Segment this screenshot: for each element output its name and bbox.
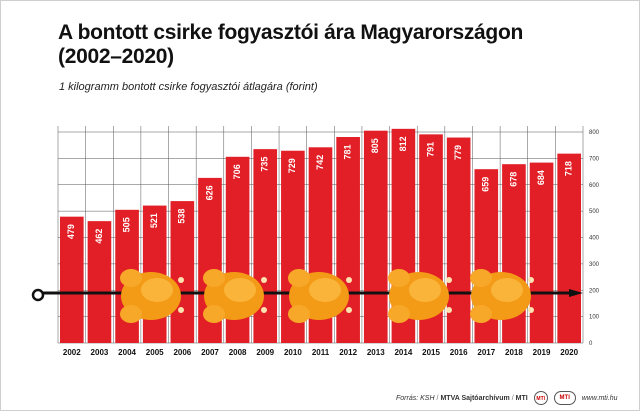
chart-subtitle: 1 kilogramm bontott csirke fogyasztói át…: [59, 81, 318, 93]
chicken-bone: [446, 307, 452, 313]
value-label: 479: [66, 224, 76, 239]
chicken-leg: [120, 305, 142, 323]
value-label: 521: [149, 213, 159, 228]
website-link[interactable]: www.mti.hu: [581, 394, 618, 402]
value-label: 626: [204, 185, 214, 200]
y-tick-label: 100: [589, 315, 600, 321]
value-label: 538: [177, 209, 187, 224]
x-tick-label: 2012: [339, 348, 357, 357]
bar: [60, 216, 84, 343]
x-tick-label: 2002: [63, 348, 81, 357]
x-tick-label: 2013: [367, 348, 385, 357]
chicken-leg: [470, 305, 492, 323]
value-label: 812: [398, 136, 408, 151]
chart-title-line1: A bontott csirke fogyasztói ára Magyaror…: [58, 21, 524, 44]
value-label: 791: [425, 142, 435, 157]
bar: [557, 153, 581, 343]
x-tick-label: 2015: [422, 348, 440, 357]
chicken-bone: [261, 277, 267, 283]
chicken-breast: [491, 278, 523, 302]
chicken-leg: [288, 305, 310, 323]
chicken-leg: [470, 269, 492, 287]
value-label: 742: [315, 155, 325, 170]
footer-separator: /: [436, 394, 439, 402]
footer-separator-2: /: [511, 394, 514, 402]
chicken-bone: [346, 307, 352, 313]
value-label: 805: [370, 138, 380, 153]
chicken-leg: [203, 269, 225, 287]
y-tick-label: 300: [589, 262, 600, 268]
value-label: 659: [481, 177, 491, 192]
chicken-breast: [409, 278, 441, 302]
source-footer: Forrás: KSH / MTVA Sajtóarchívum / MTI M…: [396, 390, 618, 406]
agency-name: MTI: [515, 394, 528, 402]
archive-name: MTVA Sajtóarchívum: [440, 394, 510, 402]
skewer-tip: [569, 289, 583, 297]
x-tick-label: 2007: [201, 348, 219, 357]
chicken-leg: [120, 269, 142, 287]
x-tick-label: 2003: [91, 348, 109, 357]
x-tick-label: 2009: [256, 348, 274, 357]
value-label: 505: [121, 217, 131, 232]
value-label: 781: [343, 144, 353, 159]
chicken-leg: [388, 305, 410, 323]
chicken-leg: [203, 305, 225, 323]
x-tick-label: 2019: [533, 348, 551, 357]
chicken-bone: [528, 307, 534, 313]
chart-title: A bontott csirke fogyasztói ára Magyaror…: [58, 21, 578, 69]
x-tick-label: 2016: [450, 348, 468, 357]
chicken-breast: [224, 278, 256, 302]
skewer-handle: [31, 288, 45, 302]
bar: [529, 162, 554, 343]
value-label: 779: [453, 145, 463, 160]
chart-title-line2: (2002–2020): [58, 45, 174, 68]
chicken-bone: [178, 277, 184, 283]
y-tick-label: 800: [589, 130, 600, 136]
chicken-bone: [346, 277, 352, 283]
x-tick-label: 2018: [505, 348, 523, 357]
value-label: 462: [94, 229, 104, 244]
x-tick-label: 2010: [284, 348, 302, 357]
value-label: 684: [536, 170, 546, 185]
bar: [363, 130, 388, 343]
x-tick-label: 2004: [118, 348, 136, 357]
value-label: 706: [232, 164, 242, 179]
x-tick-label: 2008: [229, 348, 247, 357]
x-tick-label: 2020: [560, 348, 578, 357]
y-tick-label: 400: [589, 236, 600, 242]
y-tick-label: 0: [589, 341, 593, 347]
chicken-breast: [309, 278, 341, 302]
y-tick-label: 200: [589, 288, 600, 294]
chicken-breast: [141, 278, 173, 302]
x-tick-label: 2017: [477, 348, 495, 357]
chicken-bone: [261, 307, 267, 313]
x-tick-label: 2014: [394, 348, 412, 357]
mti-oval-logo: MTI: [553, 391, 576, 405]
value-label: 729: [287, 158, 297, 173]
y-tick-label: 500: [589, 209, 600, 215]
mti-round-logo: MTI: [533, 391, 548, 405]
bar: [253, 149, 278, 343]
x-tick-label: 2006: [173, 348, 191, 357]
y-tick-label: 700: [589, 156, 600, 162]
x-tick-label: 2011: [312, 348, 330, 357]
chicken-bone: [528, 277, 534, 283]
chicken-bone: [446, 277, 452, 283]
value-label: 718: [564, 161, 574, 176]
source-text: Forrás: KSH: [396, 394, 435, 402]
x-tick-label: 2005: [146, 348, 164, 357]
chicken-leg: [288, 269, 310, 287]
chicken-leg: [388, 269, 410, 287]
value-label: 735: [260, 157, 270, 172]
chicken-bone: [178, 307, 184, 313]
value-label: 678: [508, 172, 518, 187]
y-tick-label: 600: [589, 183, 600, 189]
bar: [87, 221, 112, 343]
